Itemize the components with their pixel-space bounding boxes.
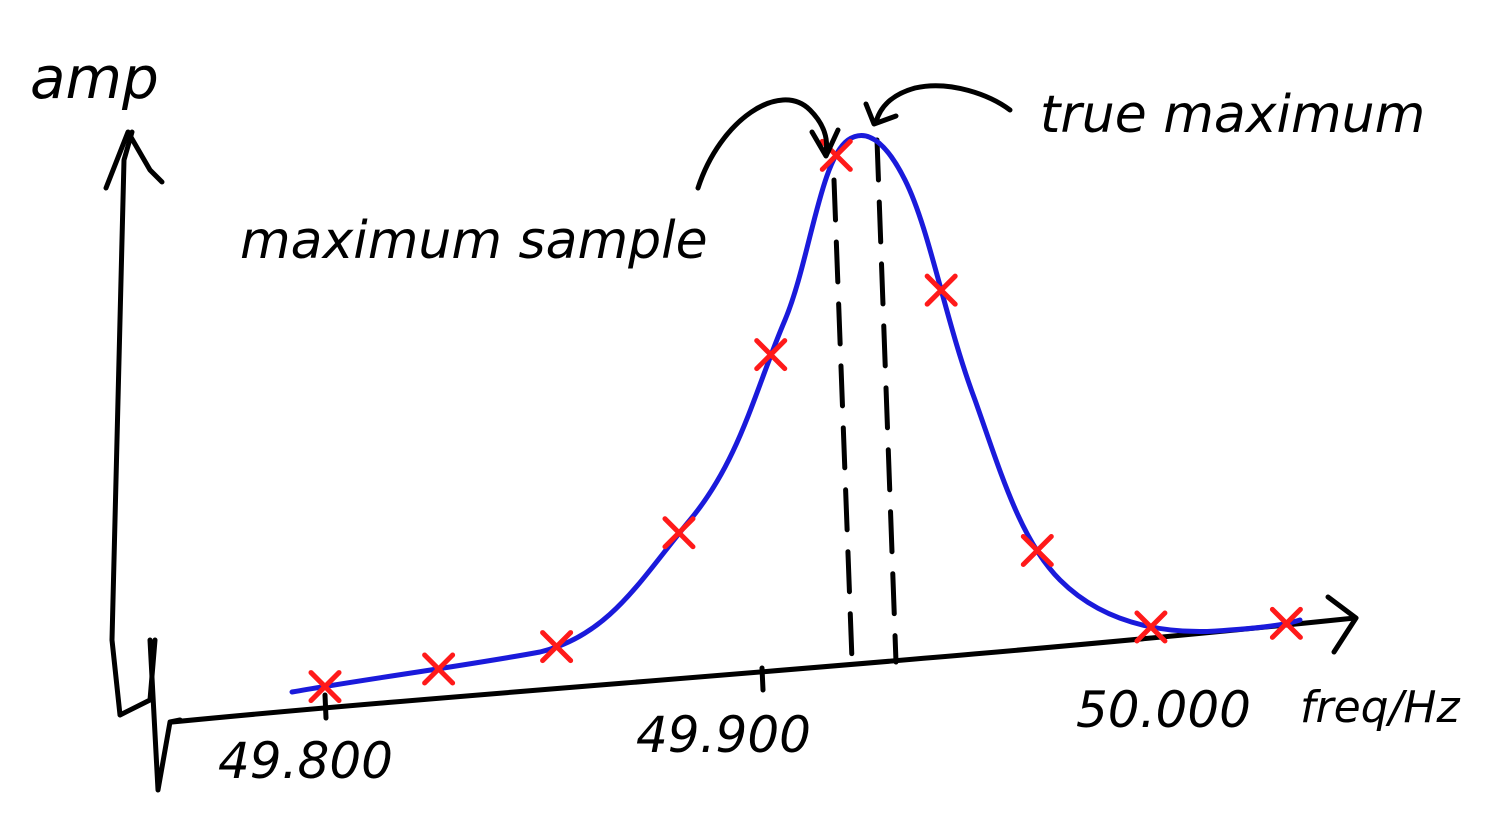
- x-axis-label: freq/Hz: [1300, 682, 1460, 733]
- sample-cross-0: [308, 670, 342, 704]
- maximum-sample-label: maximum sample: [240, 211, 708, 271]
- tick-label-49800: 49.800: [218, 732, 393, 790]
- peak-curve: [289, 133, 1303, 695]
- true-maximum-dashed-line: [874, 137, 899, 665]
- sample-cross-9: [1269, 606, 1303, 640]
- sample-cross-7: [1020, 534, 1054, 568]
- tick-mark-49900: [759, 665, 766, 693]
- true-maximum-label: true maximum: [1040, 85, 1425, 145]
- tick-mark-49800: [322, 692, 329, 721]
- true-annotation-arrow: [873, 83, 1013, 125]
- tick-label-50000: 50.000: [1076, 681, 1251, 739]
- sample-markers: [308, 138, 1303, 704]
- sample-annotation-arrowhead: [809, 127, 841, 159]
- sample-cross-2: [540, 630, 574, 664]
- sample-cross-1: [422, 652, 456, 686]
- y-axis: [109, 129, 158, 718]
- sample-cross-3: [662, 516, 696, 550]
- sample-cross-5: [819, 138, 853, 172]
- sample-cross-6: [924, 273, 958, 307]
- sample-cross-8: [1134, 610, 1168, 644]
- true-annotation-arrowhead: [863, 101, 899, 127]
- sample-cross-4: [754, 338, 788, 372]
- x-axis: [169, 615, 1358, 725]
- tick-label-49900: 49.900: [636, 706, 811, 764]
- x-axis-arrowhead: [1325, 594, 1359, 655]
- maximum-sample-dashed-line: [831, 177, 855, 663]
- sample-annotation-arrow: [695, 97, 830, 191]
- y-axis-arrowhead: [103, 129, 165, 191]
- y-axis-label: amp: [30, 44, 159, 112]
